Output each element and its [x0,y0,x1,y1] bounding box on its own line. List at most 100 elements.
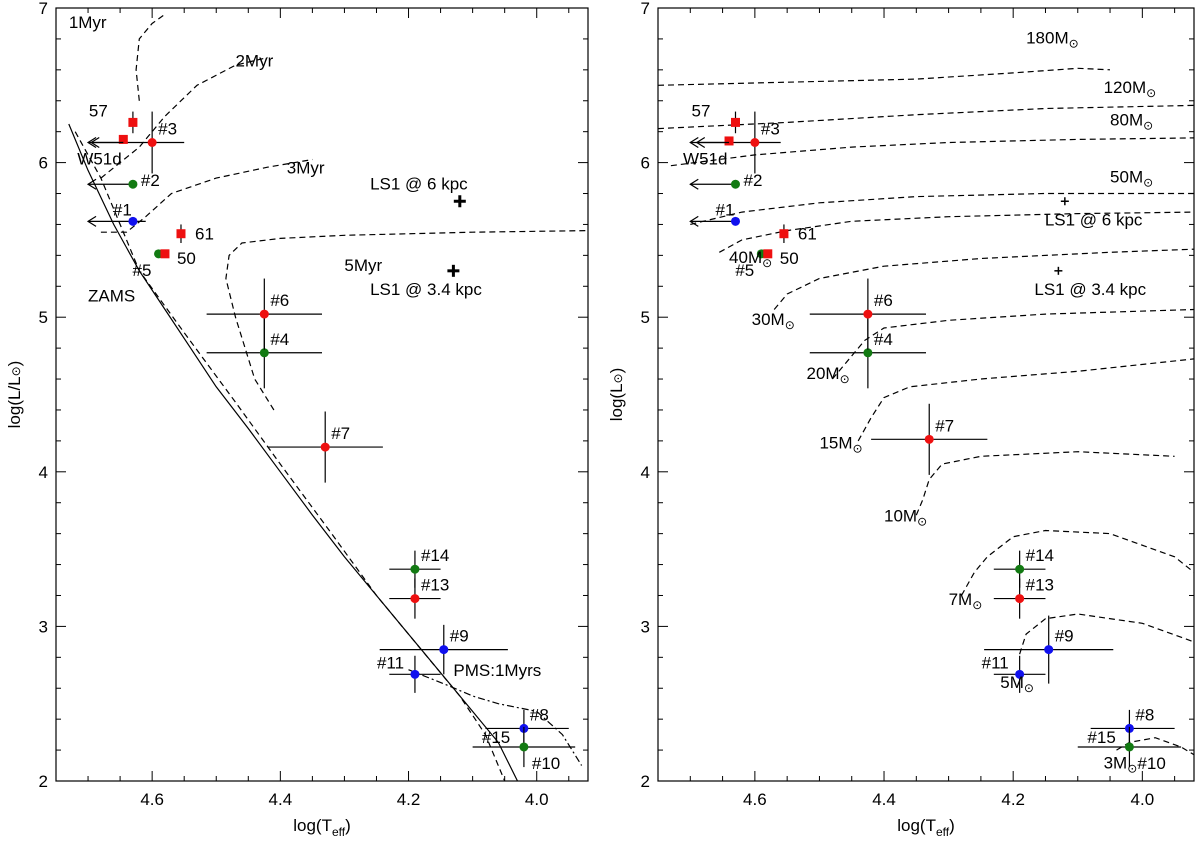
plot-frame [657,7,1195,782]
point-label-8: #8 [1135,705,1154,724]
annotation-text: 3M [1104,754,1128,773]
plot-frame [55,7,589,782]
point-label-4: #4 [874,330,893,349]
y-axis-label-close: ) [5,361,24,367]
square-marker-61 [176,229,186,239]
y-tick-label: 7 [641,0,650,18]
sun-symbol-icon: ⊙ [1143,118,1153,132]
annotation-80m: 80M⊙ [1110,110,1153,132]
x-axis-label: log(Teff) [897,816,955,839]
arrow-icon-2 [689,178,699,190]
point-label-ls1-6-kpc: LS1 @ 6 kpc [1045,210,1143,229]
annotation-text: 120M [1104,78,1147,97]
annotation-text: 30M [752,310,785,329]
point-label-1: #1 [113,200,132,219]
point-marker-7 [320,442,330,452]
x-tick-label: 4.0 [1131,790,1155,809]
square-marker-61 [779,229,789,239]
point-label-6: #6 [270,291,289,310]
annotation-text: 3Myr [287,158,325,177]
x-tick-label: 4.0 [525,790,549,809]
y-axis-label: log(L/L⊙) [5,361,24,429]
x-axis-label-main: log(T [897,816,936,835]
series-line-5m [1019,613,1194,655]
points-group: #1 #2 #3 #4 #5 #6 #7 #8 #9 #10 #11 #13 #14 #15 57 W51d 5… [683,101,1182,773]
sun-symbol-icon: ⊙ [9,366,23,376]
point-marker-14 [410,564,420,574]
point-label-3: #3 [158,120,177,139]
annotation-10m: 10M⊙ [884,506,927,528]
annotation-180m: 180M⊙ [1026,29,1079,51]
annotation-50m: 50M⊙ [1110,168,1153,190]
point-marker-1 [128,216,138,226]
annotation-text: ZAMS [88,287,135,306]
y-tick-label: 3 [39,617,48,636]
sun-symbol-icon: ⊙ [1069,37,1079,51]
point-label-50: 50 [780,249,799,268]
arrow-icon-1 [689,215,699,227]
annotation-7m: 7M⊙ [949,590,983,612]
y-tick-label: 4 [641,463,650,482]
point-label-3: #3 [761,120,780,139]
point-label-2: #2 [141,171,160,190]
y-tick-label: 3 [641,617,650,636]
series-group [68,13,588,781]
annotation-text: 2Myr [235,52,273,71]
y-tick-label: 6 [641,154,650,173]
sun-symbol-icon: ⊙ [1143,176,1153,190]
point-label-57: 57 [691,101,710,120]
y-tick-label: 2 [641,772,650,791]
arrow-icon-3 [86,136,97,149]
series-line-50m [690,192,1194,225]
point-label-7: #7 [935,416,954,435]
square-marker-50 [763,249,773,259]
annotations-group: 1Myr 2Myr 3Myr 5Myr ZAMS PMS:1Myrs [69,13,541,680]
y-tick-label: 4 [39,463,48,482]
point-label-7: #7 [331,424,350,443]
annotation-text: 80M [1110,110,1143,129]
annotation-text: 10M [884,506,917,525]
arrow-icon-1 [86,215,97,227]
sun-symbol-icon: ⊙ [853,442,863,456]
point-label-ls1-6-kpc: LS1 @ 6 kpc [370,174,468,193]
point-label-8: #8 [530,705,549,724]
series-line-20m [831,308,1194,380]
point-label-5: #5 [735,261,754,280]
point-marker-4 [259,348,269,358]
x-tick-label: 4.6 [743,790,767,809]
annotations-group: 180M⊙120M⊙80M⊙50M⊙40M⊙30M⊙20M⊙15M⊙10M⊙7M… [729,29,1156,776]
point-marker-4 [863,348,873,358]
left-panel-isochrones: 4.6 4.4 4.2 4.0234567log(Teff)log(L/L⊙)#1#2… [5,0,589,839]
arrow-icon-w51d [90,136,100,149]
x-tick-label: 4.4 [269,790,293,809]
annotation-pms-1myrs: PMS:1Myrs [453,661,541,680]
point-label-13: #13 [421,576,449,595]
y-tick-label: 5 [641,308,650,327]
x-axis-label-close: ) [345,816,351,835]
y-tick-label: 2 [39,772,48,791]
y-tick-label: 5 [39,308,48,327]
x-axis-label-sub: eff [332,825,346,839]
point-label-w51d: W51d [77,150,121,169]
sun-symbol-icon: ⊙ [840,372,850,386]
annotation-text: 40M [729,248,762,267]
arrow-icon-w51d [695,136,706,149]
points-group: #1 #2 #3 #4 #5 #6 #7 #8 #9 #10 #11 #13 #14 #15 57 W51d 5… [77,101,576,773]
y-axis-label-main: log(L [607,383,626,421]
annotation-5m: 5M⊙ [1000,673,1034,695]
point-label-9: #9 [450,627,469,646]
x-axis-label-close: ) [949,816,955,835]
sun-symbol-icon: ⊙ [1146,86,1156,100]
point-label-15: #15 [482,728,510,747]
annotation-15m: 15M⊙ [819,434,862,456]
annotation-30m: 30M⊙ [752,310,795,332]
point-marker-11 [1015,669,1025,679]
point-marker-10 [519,742,529,752]
series-line-2myr [100,56,268,179]
annotation-20m: 20M⊙ [807,364,850,386]
annotation-40m: 40M⊙ [729,248,772,270]
point-marker-9 [439,645,449,655]
series-line-1myr-upper [135,13,166,101]
point-label-w51d: W51d [683,150,727,169]
